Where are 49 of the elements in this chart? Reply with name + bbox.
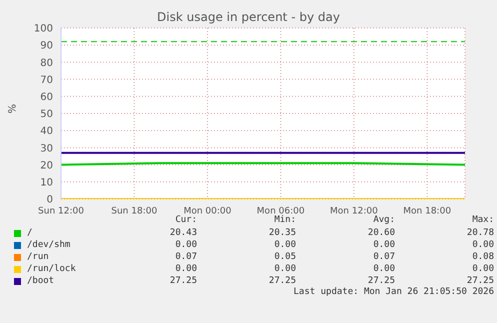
x-tick-label: Mon 18:00: [403, 206, 452, 216]
text: Last update: Mon Jan 26 21:05:50 2026: [292, 287, 494, 299]
text: Avg:: [372, 215, 395, 227]
text: 0.00: [372, 240, 395, 250]
x-tick-label: Sun 12:00: [38, 206, 84, 216]
y-tick-label: 90: [40, 40, 53, 52]
y-tick-label: 80: [40, 58, 53, 69]
y-tick-label: 70: [40, 74, 53, 86]
text: 0.00: [174, 264, 197, 274]
y-tick-label: 50: [40, 109, 53, 120]
y-tick-label: 20: [40, 160, 53, 172]
chart-title: Disk usage in percent - by day: [156, 10, 341, 24]
text: 27.25: [268, 276, 296, 286]
text: 0.07: [174, 252, 197, 262]
text: 0.05: [273, 252, 296, 262]
legend-label: /run: [26, 252, 50, 262]
legend-label: /run/lock: [26, 264, 77, 274]
legend-label: /boot: [26, 276, 56, 286]
x-tick-label: Mon 12:00: [330, 206, 378, 216]
text: 0.00: [471, 240, 494, 250]
text: 0.00: [372, 264, 395, 274]
y-tick-label: 40: [40, 126, 53, 138]
y-tick-label: 0: [46, 194, 53, 206]
y-tick-label: 10: [40, 177, 53, 188]
legend-label: /: [26, 228, 34, 238]
y-tick-label: 60: [40, 92, 53, 103]
text: 27.25: [366, 276, 395, 286]
text: Max:: [471, 215, 494, 227]
text: Min:: [273, 215, 296, 227]
text: 20.35: [268, 228, 296, 238]
text: 27.25: [168, 276, 197, 286]
y-tick-label: 30: [40, 143, 53, 154]
y-axis-title: %: [8, 104, 19, 114]
text: 20.78: [466, 228, 494, 238]
text: 0.00: [273, 240, 296, 250]
y-tick-label: 100: [34, 24, 53, 35]
text: 20.43: [168, 228, 197, 238]
text: 0.00: [174, 240, 197, 250]
x-tick-label: Mon 06:00: [256, 206, 305, 216]
text: 27.25: [466, 276, 494, 286]
text: 0.07: [372, 252, 395, 262]
x-tick-label: Sun 18:00: [111, 206, 158, 216]
text: 0.08: [471, 252, 494, 262]
text: 0.00: [273, 264, 296, 274]
text: 0.00: [471, 264, 494, 274]
x-tick-label: Mon 00:00: [184, 206, 232, 216]
text: 20.60: [366, 228, 395, 238]
legend-label: /dev/shm: [26, 240, 72, 250]
text: Cur:: [174, 215, 197, 227]
